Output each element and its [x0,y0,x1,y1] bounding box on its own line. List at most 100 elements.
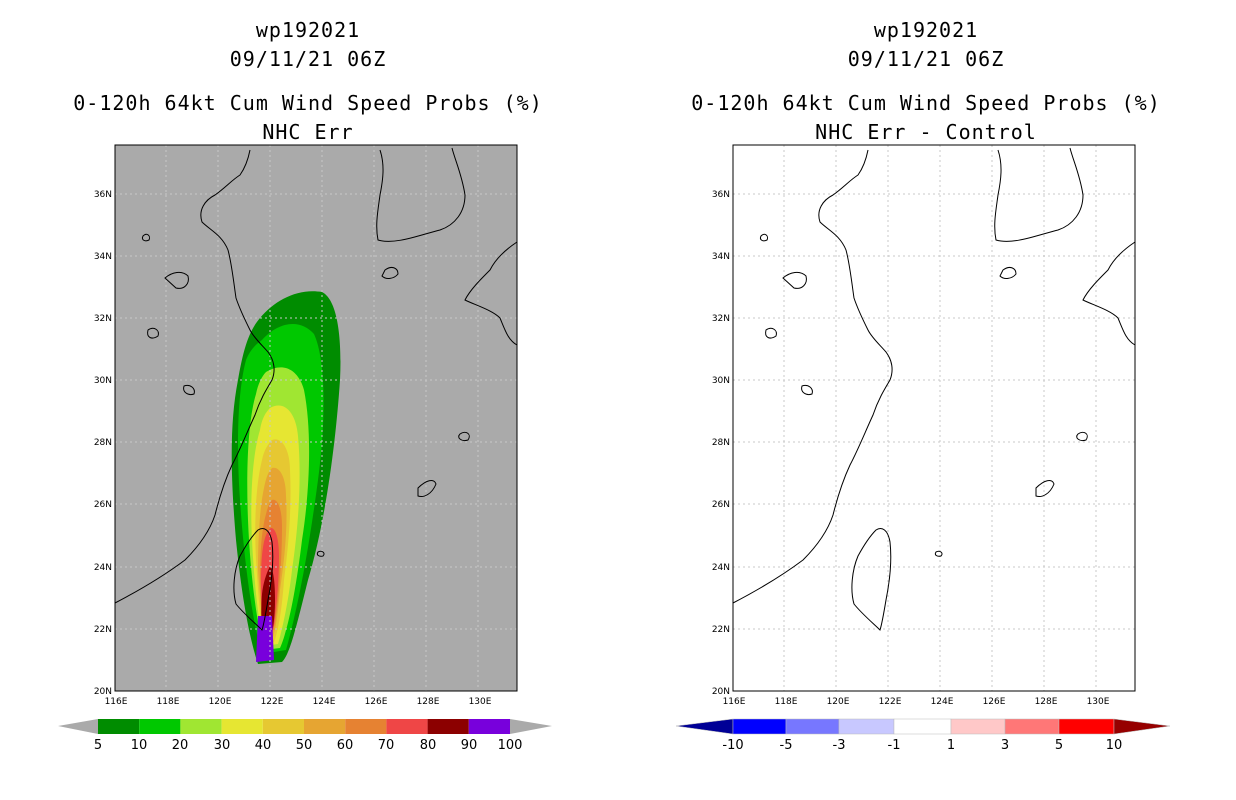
lat-label: 34N [94,252,112,262]
colorbar-label: 50 [296,738,313,753]
colorbar-swatch [732,718,787,735]
right-lon-labels: 116E 118E 120E 122E 124E 126E 128E 130E [723,697,1110,707]
right-colorbar [675,718,1171,735]
lat-label: 30N [712,376,730,386]
colorbar-label: -3 [833,738,846,753]
colorbar-label: 3 [1001,738,1009,753]
lat-label: 36N [94,190,112,200]
colorbar-swatch [427,719,469,734]
lat-label: 24N [94,563,112,573]
colorbar-left-arrow [675,718,734,735]
left-map-frame [114,144,518,692]
lon-label: 120E [827,697,850,707]
colorbar-swatch [345,719,387,734]
colorbar-label: 90 [461,738,478,753]
lat-label: 28N [712,438,730,448]
colorbar-swatch [221,719,263,734]
colorbar-label: 40 [255,738,272,753]
lat-label: 30N [94,376,112,386]
colorbar-swatch [262,719,304,734]
left-probability-contours [231,291,341,664]
left-lon-labels: 116E 118E 120E 122E 124E 126E 128E 130E [105,697,492,707]
colorbar-right-arrow [1113,718,1171,735]
colorbar-left-arrow [58,719,98,734]
colorbar-swatch [468,719,510,734]
lat-label: 20N [712,687,730,697]
colorbar-swatch [139,719,181,734]
colorbar-label: 70 [378,738,395,753]
lon-label: 126E [365,697,388,707]
colorbar-swatch [1004,718,1060,735]
lon-label: 124E [313,697,336,707]
colorbar-label: 5 [1055,738,1063,753]
right-grid [733,145,1135,691]
lon-label: 122E [261,697,284,707]
colorbar-swatch [838,718,895,735]
left-subtitle: NHC Err [262,120,354,144]
right-coastlines [732,147,1136,631]
right-map-background [733,145,1135,691]
colorbar-swatch [304,719,346,734]
lon-label: 118E [775,697,798,707]
colorbar-label: 10 [131,738,148,753]
right-difference-map: 36N 34N 32N 30N 28N 26N 24N 22N 20N 116E… [675,144,1171,753]
lat-label: 26N [712,500,730,510]
colorbar-swatch [386,719,428,734]
lat-label: 28N [94,438,112,448]
right-storm-id: wp192021 [873,18,979,42]
colorbar-label: 80 [420,738,437,753]
left-colorbar [58,719,552,734]
right-colorbar-labels: -10 -5 -3 -1 1 3 5 10 [722,738,1122,753]
colorbar-label: -1 [888,738,901,753]
lon-label: 122E [879,697,902,707]
left-product-title: 0-120h 64kt Cum Wind Speed Probs (%) [73,91,543,115]
lon-label: 124E [931,697,954,707]
right-lat-labels: 36N 34N 32N 30N 28N 26N 24N 22N 20N [712,190,730,697]
colorbar-label: 20 [172,738,189,753]
lon-label: 128E [417,697,440,707]
colorbar-swatch [950,718,1006,735]
lon-label: 130E [469,697,492,707]
lon-label: 126E [983,697,1006,707]
left-grid [115,145,517,691]
colorbar-right-arrow [510,719,552,734]
right-product-title: 0-120h 64kt Cum Wind Speed Probs (%) [691,91,1161,115]
lat-label: 22N [94,625,112,635]
left-coastlines [114,147,518,631]
colorbar-label: -5 [780,738,793,753]
colorbar-swatch [785,718,840,735]
lon-label: 116E [105,697,128,707]
colorbar-label: 30 [214,738,231,753]
colorbar-swatch [893,718,952,735]
lat-label: 32N [712,314,730,324]
colorbar-swatch [1058,718,1115,735]
lat-label: 22N [712,625,730,635]
lon-label: 116E [723,697,746,707]
colorbar-label: 100 [498,738,523,753]
lat-label: 26N [94,500,112,510]
colorbar-swatch [180,719,222,734]
colorbar-label: 1 [947,738,955,753]
lon-label: 120E [209,697,232,707]
right-datetime: 09/11/21 06Z [847,47,1005,71]
left-lat-labels: 36N 34N 32N 30N 28N 26N 24N 22N 20N [94,190,112,697]
colorbar-label: 5 [94,738,102,753]
lat-label: 24N [712,563,730,573]
lat-label: 36N [712,190,730,200]
contour-90 [256,616,274,662]
left-colorbar-labels: 5 10 20 30 40 50 60 70 80 90 100 [94,738,523,753]
lat-label: 32N [94,314,112,324]
colorbar-label: 60 [337,738,354,753]
lon-label: 130E [1087,697,1110,707]
colorbar-label: -10 [722,738,743,753]
colorbar-swatch [98,719,140,734]
left-probability-map: 36N 34N 32N 30N 28N 26N 24N 22N 20N 116E… [58,144,552,753]
right-map-frame [732,144,1136,692]
right-subtitle: NHC Err - Control [815,120,1037,144]
colorbar-label: 10 [1106,738,1123,753]
lat-label: 20N [94,687,112,697]
left-storm-id: wp192021 [255,18,361,42]
lon-label: 118E [157,697,180,707]
lat-label: 34N [712,252,730,262]
lon-label: 128E [1035,697,1058,707]
